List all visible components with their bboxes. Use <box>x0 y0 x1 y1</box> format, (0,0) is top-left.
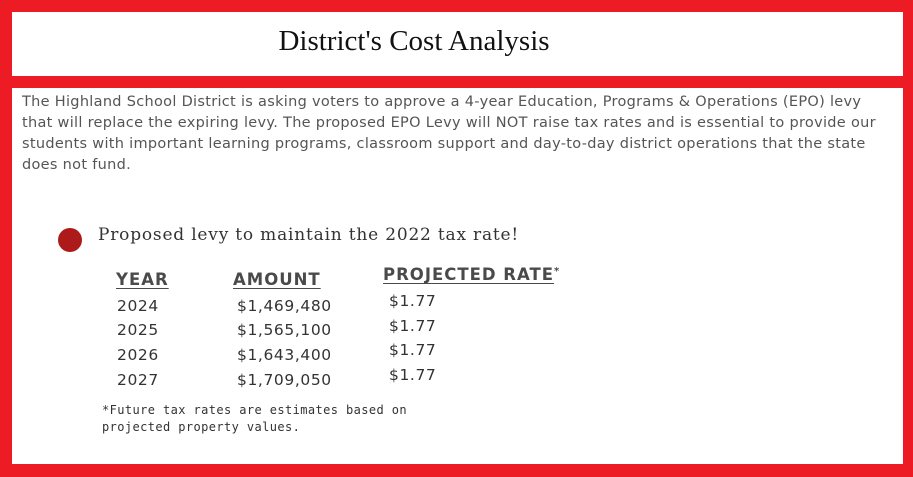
row-2026-year: 2026 <box>117 346 159 364</box>
row-2024-amount: $1,469,480 <box>237 297 332 315</box>
year-column-header: YEAR <box>116 270 169 289</box>
rate-column-header-label: PROJECTED RATE <box>383 265 555 284</box>
row-2025-year: 2025 <box>117 321 159 339</box>
row-2027-amount: $1,709,050 <box>237 371 332 389</box>
section-heading: Proposed levy to maintain the 2022 tax r… <box>98 225 520 245</box>
row-2027-year: 2027 <box>117 371 159 389</box>
row-2026-amount: $1,643,400 <box>237 346 332 364</box>
row-2025-rate: $1.77 <box>389 317 437 335</box>
intro-paragraph: The Highland School District is asking v… <box>22 94 876 173</box>
amount-column-header: AMOUNT <box>233 270 321 289</box>
row-2024-rate: $1.77 <box>389 292 437 310</box>
row-2024-year: 2024 <box>117 297 159 315</box>
footnote: *Future tax rates are estimates based on… <box>102 403 407 434</box>
row-2027-rate: $1.77 <box>389 366 437 384</box>
title-banner: District's Cost Analysis <box>12 12 903 76</box>
content-panel: The Highland School District is asking v… <box>12 88 903 464</box>
rate-column-header: PROJECTED RATE* <box>383 265 560 284</box>
row-2026-rate: $1.77 <box>389 341 437 359</box>
row-2025-amount: $1,565,100 <box>237 321 332 339</box>
rate-footnote-marker: * <box>554 265 561 277</box>
bullet-dot-icon <box>58 228 82 252</box>
page-title: District's Cost Analysis <box>278 25 550 57</box>
